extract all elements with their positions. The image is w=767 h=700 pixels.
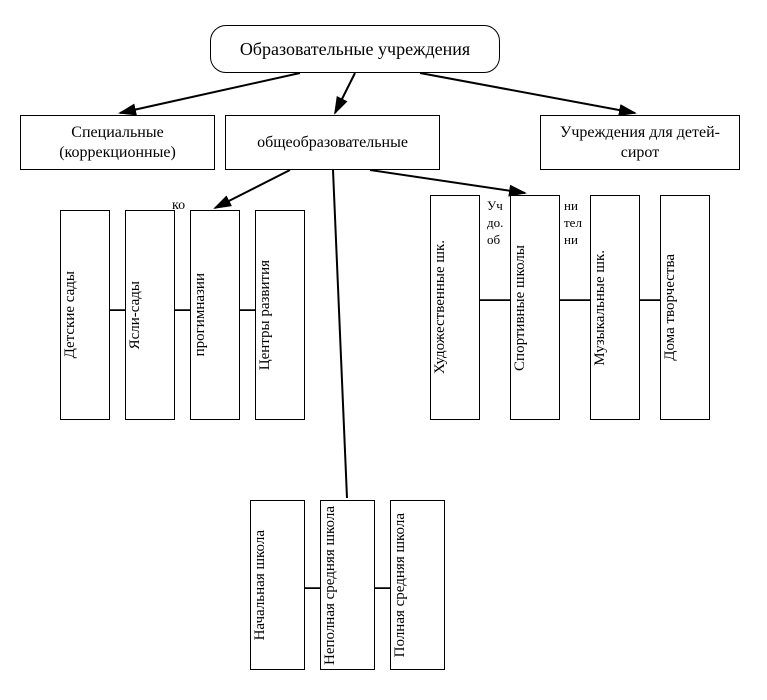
leaf-creativity-house: Дома творчества xyxy=(660,195,710,420)
node-orphan: Учреждения для детей-сирот xyxy=(540,115,740,170)
leaf-full-secondary-school: Полная средняя школа xyxy=(390,500,445,670)
leaf-progymnasium: прогимназии xyxy=(190,210,240,420)
node-special: Специальные (коррекционные) xyxy=(20,115,215,170)
leaf-kindergartens: Детские сады xyxy=(60,210,110,420)
node-special-label: Специальные (коррекционные) xyxy=(29,123,206,163)
leaf-art-schools: Художественные шк. xyxy=(430,195,480,420)
fragment-text: ко xyxy=(172,198,185,214)
fragment-text: ни xyxy=(564,198,578,214)
diagram-root: { "type": "tree", "canvas": { "w": 767, … xyxy=(0,0,767,700)
node-root-label: Образовательные учреждения xyxy=(240,38,470,61)
leaf-nursery: Ясли-сады xyxy=(125,210,175,420)
fragment-text: об xyxy=(487,232,500,248)
leaf-primary-school: Начальная школа xyxy=(250,500,305,670)
connectors-layer xyxy=(0,0,767,700)
node-orphan-label: Учреждения для детей-сирот xyxy=(549,123,731,163)
fragment-text: до. xyxy=(487,215,503,231)
leaf-music-schools: Музыкальные шк. xyxy=(590,195,640,420)
fragment-text: ни xyxy=(564,232,578,248)
node-general-label: общеобразовательные xyxy=(257,133,408,153)
node-root: Образовательные учреждения xyxy=(210,25,500,73)
fragment-text: Уч xyxy=(487,198,503,214)
leaf-middle-school: Неполная средняя школа xyxy=(320,500,375,670)
fragment-text: тел xyxy=(564,215,582,231)
node-general: общеобразовательные xyxy=(225,115,440,170)
leaf-devcenters: Центры развития xyxy=(255,210,305,420)
leaf-sport-schools: Спортивные школы xyxy=(510,195,560,420)
